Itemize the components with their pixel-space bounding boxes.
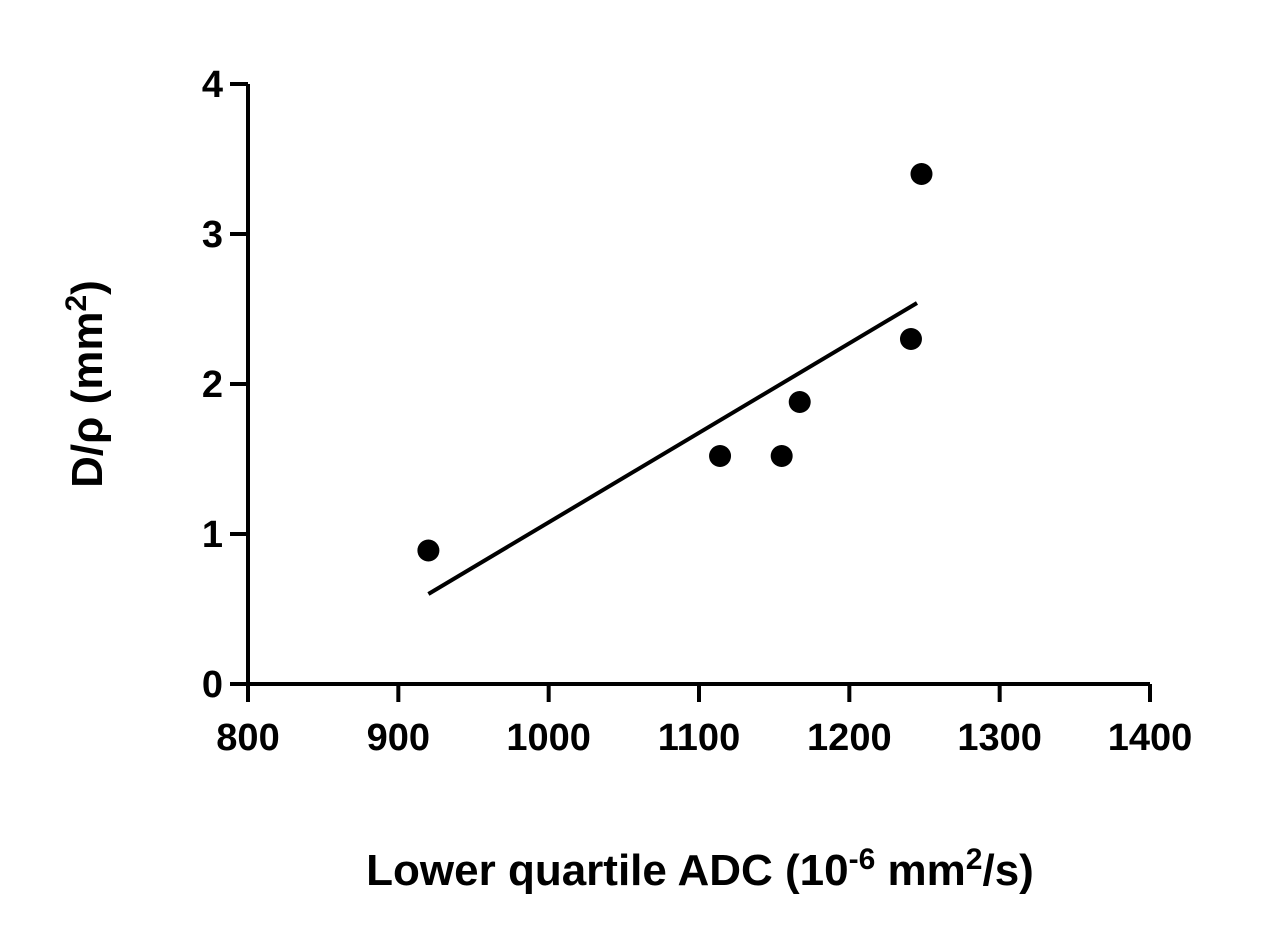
y-axis-title-base: D/ρ (mm [63,312,112,488]
data-point [899,328,922,350]
y-tick-label: 4 [202,64,223,106]
regression-line [427,301,919,596]
x-tick-label: 1300 [957,717,1042,759]
x-axis-title-exp1: -6 [849,843,876,876]
x-axis-title-end: /s) [982,846,1033,895]
regression-line-group [427,301,919,596]
data-point [709,445,732,467]
data-points [417,163,933,562]
y-axis-title-exp: 2 [60,295,93,312]
data-point [770,445,793,467]
y-ticks: 0 1 2 3 4 [202,64,248,706]
x-tick-label: 1200 [807,717,892,759]
x-tick-label: 1400 [1108,717,1193,759]
x-tick-label: 1000 [506,717,591,759]
axes [246,84,1150,686]
data-point [417,539,440,562]
y-tick-label: 1 [202,514,223,556]
x-axis-title: Lower quartile ADC (10-6 mm2/s) [366,843,1034,896]
data-point [910,163,933,185]
data-point [788,391,811,413]
x-tick-label: 1100 [658,717,740,759]
x-ticks: 800 900 1000 1100 1200 1300 1400 [216,684,1192,759]
y-axis-title: D/ρ (mm2) [60,280,113,488]
x-tick-label: 800 [216,717,279,759]
x-axis-title-exp2: 2 [966,843,983,876]
y-tick-label: 3 [202,214,223,256]
y-axis-title-end: ) [63,280,112,295]
y-tick-label: 2 [202,364,223,406]
x-axis-title-mid: mm [875,846,965,895]
y-tick-label: 0 [202,664,223,706]
x-tick-label: 900 [367,717,430,759]
x-axis-title-base: Lower quartile ADC (10 [366,846,848,895]
